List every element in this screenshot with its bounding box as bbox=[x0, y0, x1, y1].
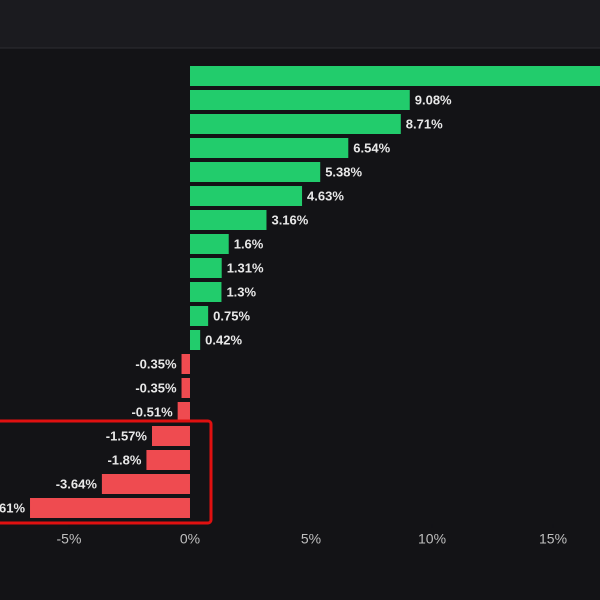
value-label: 0.42% bbox=[205, 332, 242, 347]
value-label: 4.63% bbox=[307, 188, 344, 203]
bar bbox=[177, 402, 190, 422]
bar bbox=[181, 354, 190, 374]
bar bbox=[189, 186, 303, 206]
x-tick-label: 10% bbox=[418, 531, 446, 547]
bar bbox=[151, 426, 190, 446]
x-tick-label: -5% bbox=[57, 531, 82, 547]
value-label: 5.38% bbox=[325, 164, 362, 179]
value-label: 9.08% bbox=[415, 92, 452, 107]
value-label: -3.64% bbox=[56, 476, 98, 491]
value-label: 8.71% bbox=[406, 116, 443, 131]
bar bbox=[189, 210, 267, 230]
value-label: -1.57% bbox=[106, 428, 148, 443]
x-tick-label: 15% bbox=[539, 531, 567, 547]
value-label: 1.6% bbox=[234, 236, 264, 251]
value-label: 0.75% bbox=[213, 308, 250, 323]
value-label: 1.31% bbox=[227, 260, 264, 275]
value-label: -0.51% bbox=[131, 404, 173, 419]
bar bbox=[189, 258, 222, 278]
bar bbox=[146, 450, 190, 470]
header-bar bbox=[0, 0, 600, 48]
bar bbox=[101, 474, 190, 494]
x-tick-label: 5% bbox=[301, 531, 321, 547]
bar bbox=[181, 378, 190, 398]
value-label: -1.8% bbox=[107, 452, 141, 467]
plot: -5% 0% 5% 10% 15% 9.08% 8.71% 6.54% 5.38% 4.63% 3.… bbox=[0, 66, 600, 547]
value-label: -0.35% bbox=[135, 356, 177, 371]
bar bbox=[30, 498, 190, 518]
bar bbox=[189, 90, 410, 110]
value-label: 3.16% bbox=[271, 212, 308, 227]
highlight-box bbox=[0, 419, 213, 525]
bar bbox=[189, 306, 209, 326]
bar bbox=[189, 282, 222, 302]
x-tick-label: 0% bbox=[180, 531, 200, 547]
value-label: 6.54% bbox=[353, 140, 390, 155]
value-label: -0.35% bbox=[135, 380, 177, 395]
value-label: -6.61% bbox=[0, 500, 25, 515]
bar bbox=[189, 66, 600, 86]
bar bbox=[189, 114, 401, 134]
bar bbox=[189, 234, 229, 254]
value-label: 1.3% bbox=[226, 284, 256, 299]
bar bbox=[189, 162, 321, 182]
bar bbox=[189, 138, 349, 158]
bar bbox=[189, 330, 201, 350]
